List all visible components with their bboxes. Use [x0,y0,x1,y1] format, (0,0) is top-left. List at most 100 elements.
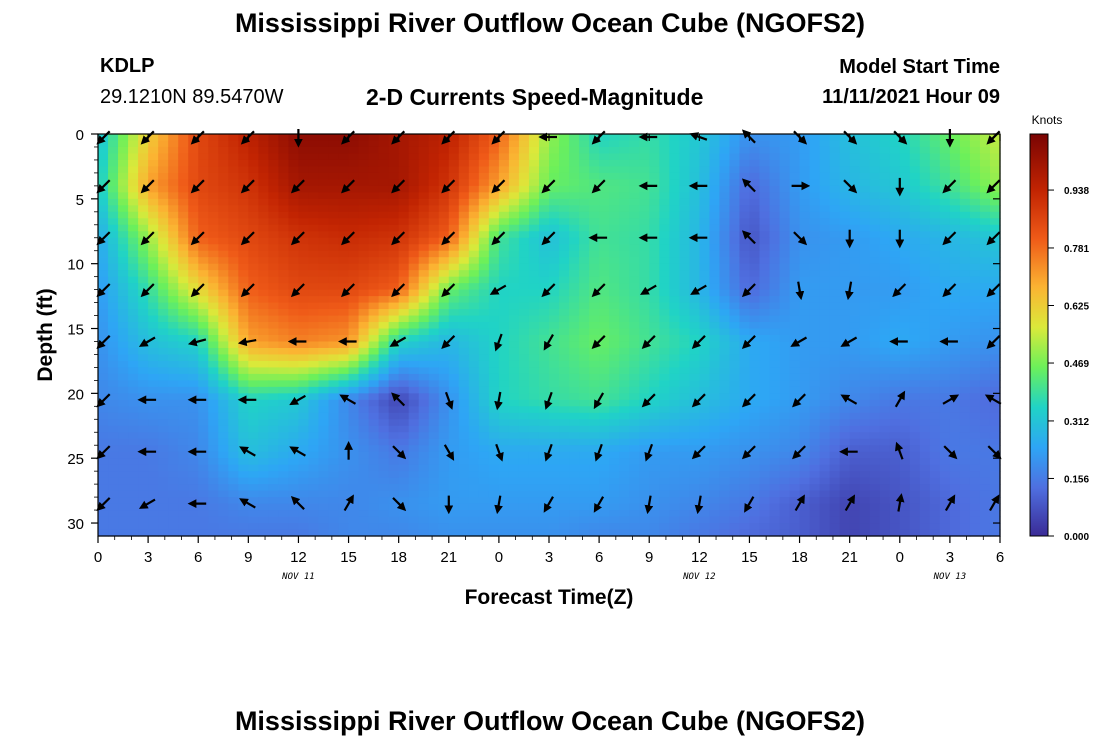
heatmap-cell [378,134,390,142]
heatmap-cell [218,263,229,271]
heatmap-cell [869,386,881,394]
heatmap-cell [288,373,300,381]
heatmap-cell [418,425,430,433]
heatmap-cell [368,257,380,265]
heatmap-cell [579,360,590,369]
heatmap-cell [829,153,841,161]
heatmap-cell [879,412,891,420]
heatmap-cell [629,322,640,330]
heatmap-cell [268,270,279,278]
heatmap-cell [448,432,460,440]
heatmap-cell [659,406,670,414]
heatmap-cell [308,477,320,485]
heatmap-cell [518,218,530,226]
heatmap-cell [408,386,420,394]
heatmap-cell [118,322,129,330]
heatmap-cell [278,224,290,232]
heatmap-cell [348,179,360,187]
heatmap-cell [338,425,350,433]
heatmap-cell [228,490,239,498]
heatmap-cell [428,412,440,420]
heatmap-cell [298,205,310,213]
heatmap-cell [438,484,450,492]
heatmap-cell [238,464,249,472]
heatmap-cell [108,134,119,142]
heatmap-cell [218,134,229,142]
heatmap-cell [98,146,109,155]
heatmap-cell [899,432,911,440]
heatmap-cell [809,309,821,317]
heatmap-cell [538,335,550,343]
heatmap-cell [268,341,279,349]
heatmap-cell [218,464,229,472]
heatmap-cell [458,322,470,330]
heatmap-cell [609,471,620,479]
heatmap-cell [158,360,169,369]
heatmap-cell [859,464,871,472]
heatmap-cell [819,192,831,200]
heatmap-cell [559,289,570,297]
heatmap-cell [629,166,640,174]
heatmap-cell [288,153,300,161]
heatmap-cell [719,451,730,459]
heatmap-cell [168,399,179,407]
heatmap-cell [929,471,941,479]
heatmap-cell [969,283,981,291]
heatmap-cell [328,373,340,381]
heatmap-cell [819,140,831,148]
heatmap-cell [789,270,801,278]
heatmap-cell [959,218,971,226]
heatmap-cell [889,302,901,310]
heatmap-cell [318,250,330,258]
heatmap-cell [538,432,550,440]
heatmap-cell [338,159,350,168]
heatmap-cell [949,425,961,433]
heatmap-cell [949,244,961,252]
heatmap-cell [368,134,380,142]
heatmap-cell [919,341,931,349]
heatmap-cell [889,224,901,232]
heatmap-cell [969,367,981,375]
heatmap-cell [148,484,159,492]
heatmap-cell [939,153,951,161]
heatmap-cell [478,354,490,362]
heatmap-cell [228,276,239,284]
heatmap-cell [328,360,340,369]
heatmap-cell [288,322,300,330]
heatmap-cell [789,134,801,142]
heatmap-cell [839,231,851,239]
heatmap-cell [709,211,720,219]
heatmap-cell [579,270,590,278]
heatmap-cell [318,231,330,239]
heatmap-cell [398,302,410,310]
heatmap-cell [358,179,370,187]
heatmap-cell [98,302,109,310]
heatmap-cell [418,471,430,479]
heatmap-cell [769,406,781,414]
heatmap-cell [308,360,320,369]
heatmap-cell [729,283,741,291]
heatmap-cell [679,257,690,265]
heatmap-cell [869,134,881,142]
heatmap-cell [939,192,951,200]
heatmap-cell [228,185,239,193]
heatmap-cell [438,360,450,369]
heatmap-cell [398,276,410,284]
heatmap-cell [869,315,881,323]
heatmap-cell [729,153,741,161]
heatmap-cell [709,380,720,388]
heatmap-cell [448,360,460,369]
heatmap-cell [328,231,340,239]
heatmap-cell [639,328,650,336]
heatmap-cell [719,373,730,381]
heatmap-cell [889,380,901,388]
heatmap-cell [248,244,259,252]
heatmap-cell [889,198,901,206]
heatmap-cell [468,140,480,148]
heatmap-cell [929,140,941,148]
heatmap-cell [508,412,520,420]
heatmap-cell [669,432,680,440]
heatmap-cell [889,315,901,323]
heatmap-cell [488,406,500,414]
